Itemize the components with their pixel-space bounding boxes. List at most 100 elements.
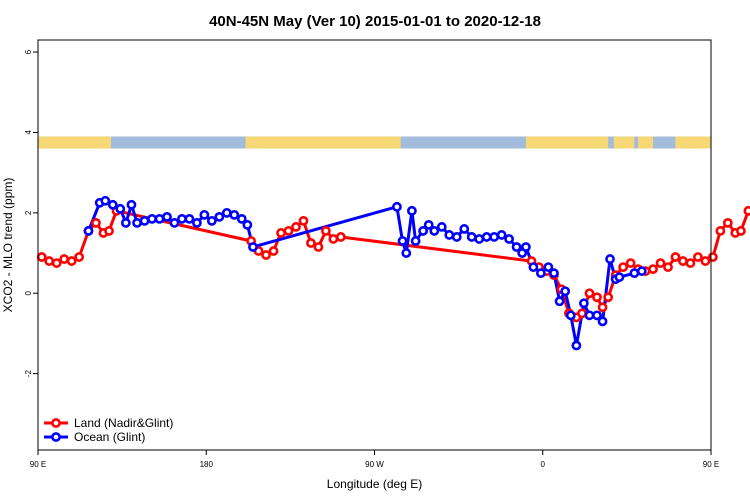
series-0-point [577,308,587,319]
series-0-point [298,215,309,226]
plot-frame [37,39,712,451]
x-axis: 90 E 180 90 W 0 90 E [30,450,719,469]
series-0-point [592,292,602,303]
series-0-point [104,226,114,236]
series-0-point [291,222,301,232]
series-1-point [206,215,217,226]
series-1-point [126,199,137,210]
series-0-point [603,292,614,303]
series-1-point [83,226,94,236]
series-1-point [578,298,589,309]
legend-label: Ocean (Glint) [74,430,145,444]
series-0-point [283,226,294,236]
series-0-point [597,302,608,313]
series-1-point [504,234,514,244]
series-1-point [221,207,232,218]
series-1-point [248,242,258,252]
series-1-point [554,296,565,307]
strip-land-segment [525,136,609,149]
series-1-point [474,234,485,244]
series-1-point [614,272,625,283]
series-0-point [722,217,733,228]
x-tick-label: 90 E [30,460,46,469]
series-0-point [670,252,681,262]
series-1-point [162,211,172,222]
series-0-point [693,252,703,262]
series-1-point [132,217,142,228]
series-1-point [565,310,576,321]
series-0-point [655,258,666,268]
series-1-point [169,217,180,228]
series-1-point [184,213,195,224]
series-1-point [636,266,647,277]
y-tick-label: -2 [24,370,33,378]
series-1-point [429,226,440,236]
series-1-point [120,217,131,228]
series-line-0 [40,209,750,319]
series-1-point [592,310,602,321]
series-0-point [584,288,595,299]
series-0-point [36,252,47,262]
series-0-point [335,232,346,242]
x-tick-label: 90 W [365,460,384,469]
series-1-point [459,224,470,234]
x-tick-label: 90 E [703,460,719,469]
series-0-point [74,252,85,262]
series-0-point [678,256,688,266]
strip-land-segment [38,136,111,149]
y-tick-label: 6 [24,49,33,54]
series-1-point [392,201,402,212]
series-0-point [743,205,750,216]
series-1-point [521,242,531,252]
chart-title: 40N-45N May (Ver 10) 2015-01-01 to 2020-… [209,13,541,30]
series-0-point [663,262,673,273]
series-1-point [418,226,429,236]
y-tick-label: 4 [24,130,33,135]
series-1-point [107,199,118,210]
series-1-point [605,254,615,264]
series-1-point [528,262,539,273]
legend-marker [51,418,61,428]
series-1-point [214,211,225,222]
series-1-point [397,236,408,246]
series-1-point [242,220,253,230]
strip-land-segment [245,136,401,149]
series-0-point [276,228,286,238]
series-1-point [139,215,150,226]
series-0-point [736,226,746,236]
series-1-point [466,232,477,242]
series-0-point [320,226,331,236]
series-0-point [59,254,70,264]
series-1-point [236,213,247,224]
series-markers [36,195,750,351]
series-0-point [268,246,279,256]
series-0-point [715,226,726,236]
series-0-point [66,256,77,266]
series-1-point [597,316,608,327]
y-axis: -2 0 2 4 6 [24,49,38,377]
series-0-point [648,264,658,275]
series-0-point [91,217,101,228]
series-1-point [436,222,447,232]
series-1-point [571,340,582,351]
series-1-point [489,232,500,242]
series-1-point [444,230,455,240]
series-1-point [549,268,559,279]
series-1-point [481,232,492,242]
legend: Land (Nadir&Glint)Ocean (Glint) [44,416,173,444]
series-0-point [313,242,324,252]
series-0-point [625,258,636,268]
series-1-point [177,213,187,224]
series-0-point [44,256,55,266]
series-1-point [496,230,507,240]
series-0-point [261,250,271,260]
series-0-point [700,256,711,266]
series-1-point [423,220,434,230]
series-1-point [629,268,640,279]
y-axis-label: XCO2 - MLO trend (ppm) [1,178,15,313]
y-tick-label: 2 [24,210,33,215]
series-0-point [618,262,629,273]
series-1-point [584,310,595,321]
series-1-point [410,236,421,246]
